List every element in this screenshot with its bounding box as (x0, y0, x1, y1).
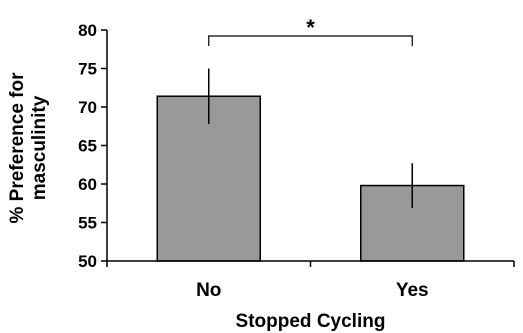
y-axis-title: % Preference for masculinity (7, 72, 50, 224)
x-axis: No Yes (106, 260, 515, 301)
y-axis-title-line-2: masculinity (29, 95, 50, 200)
y-axis-title-line-1: % Preference for (7, 72, 28, 224)
y-tick-label: 65 (78, 137, 97, 156)
y-tick-label: 60 (78, 175, 97, 194)
y-tick-label: 80 (78, 21, 97, 40)
y-tick-label: 75 (78, 60, 97, 79)
significance-bracket: * (208, 15, 413, 46)
significance-star: * (306, 15, 315, 40)
y-tick-label: 55 (78, 214, 97, 233)
y-tick-label: 70 (78, 98, 97, 117)
y-tick-label: 50 (78, 252, 97, 271)
bars (156, 68, 465, 262)
significance-line (208, 35, 413, 46)
x-axis-title: Stopped Cycling (236, 311, 386, 332)
x-tick-label: No (196, 280, 221, 301)
x-tick-label: Yes (396, 280, 429, 301)
y-axis: 50 55 60 65 70 75 80 (78, 21, 108, 271)
